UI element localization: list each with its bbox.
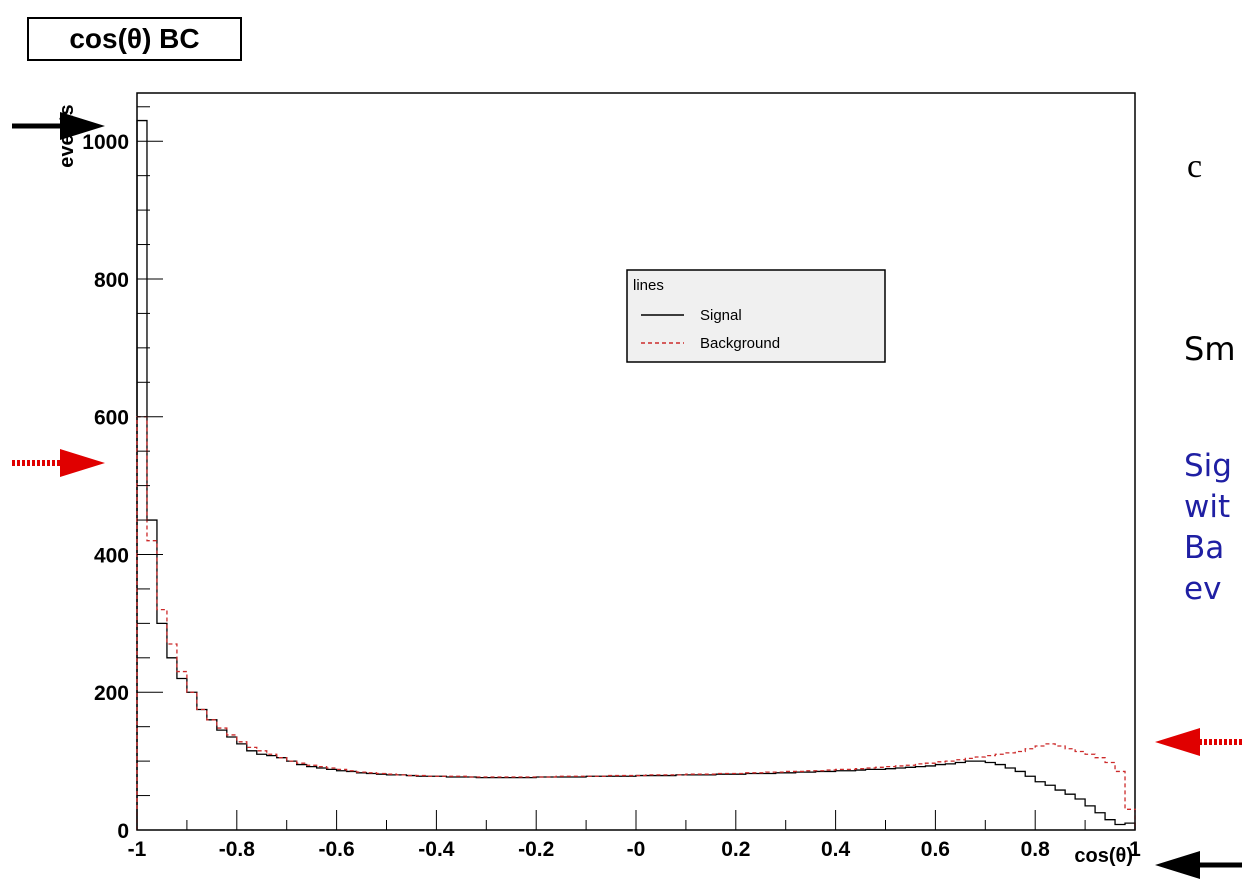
y-tick-label: 0 [117, 820, 129, 843]
x-axis-label: cos(θ) [1074, 845, 1133, 867]
x-tick-label: -0.2 [518, 838, 554, 861]
series-signal-line [136, 119, 1136, 830]
y-axis-label: events [56, 104, 78, 167]
y-tick-label: 1000 [82, 131, 129, 154]
side-blue-line: wit [1184, 489, 1231, 525]
side-blue-line: ev [1184, 571, 1222, 607]
y-tick-label: 600 [94, 407, 129, 430]
x-tick-label: 0.8 [1021, 838, 1051, 861]
side-text-sm: Sm [1184, 330, 1236, 368]
background-peak-arrow-head [60, 449, 105, 477]
x-tick-label: -0 [627, 838, 646, 861]
background-end-arrow-head [1155, 728, 1200, 756]
x-tick-label: -0.4 [418, 838, 455, 861]
side-text-blue: Sig wit Ba ev [1184, 446, 1242, 610]
signal-end-arrow-head [1155, 851, 1200, 879]
x-tick-label: 0.2 [721, 838, 750, 861]
x-tick-label: 0.4 [821, 838, 851, 861]
y-tick-label: 200 [94, 682, 129, 705]
y-tick-label: 400 [94, 544, 129, 567]
histogram-title: cos(θ) BC [27, 17, 242, 61]
legend-signal-label: Signal [700, 307, 742, 324]
side-text-c: c [1187, 148, 1203, 185]
signal-peak-arrow-head [60, 112, 105, 140]
x-tick-label: -1 [128, 838, 147, 861]
legend: lines Signal Background [626, 269, 886, 363]
side-blue-line: Ba [1184, 530, 1225, 566]
plot-frame [136, 92, 1136, 831]
x-tick-label: -0.8 [219, 838, 256, 861]
x-tick-label: 1 [1129, 838, 1141, 861]
series-background-line [136, 416, 1136, 830]
x-tick-label: -0.6 [319, 838, 355, 861]
x-tick-label: 0.6 [921, 838, 950, 861]
side-blue-line: Sig [1184, 448, 1232, 484]
legend-title: lines [633, 277, 664, 294]
legend-background-label: Background [700, 335, 780, 352]
y-tick-label: 800 [94, 269, 129, 292]
